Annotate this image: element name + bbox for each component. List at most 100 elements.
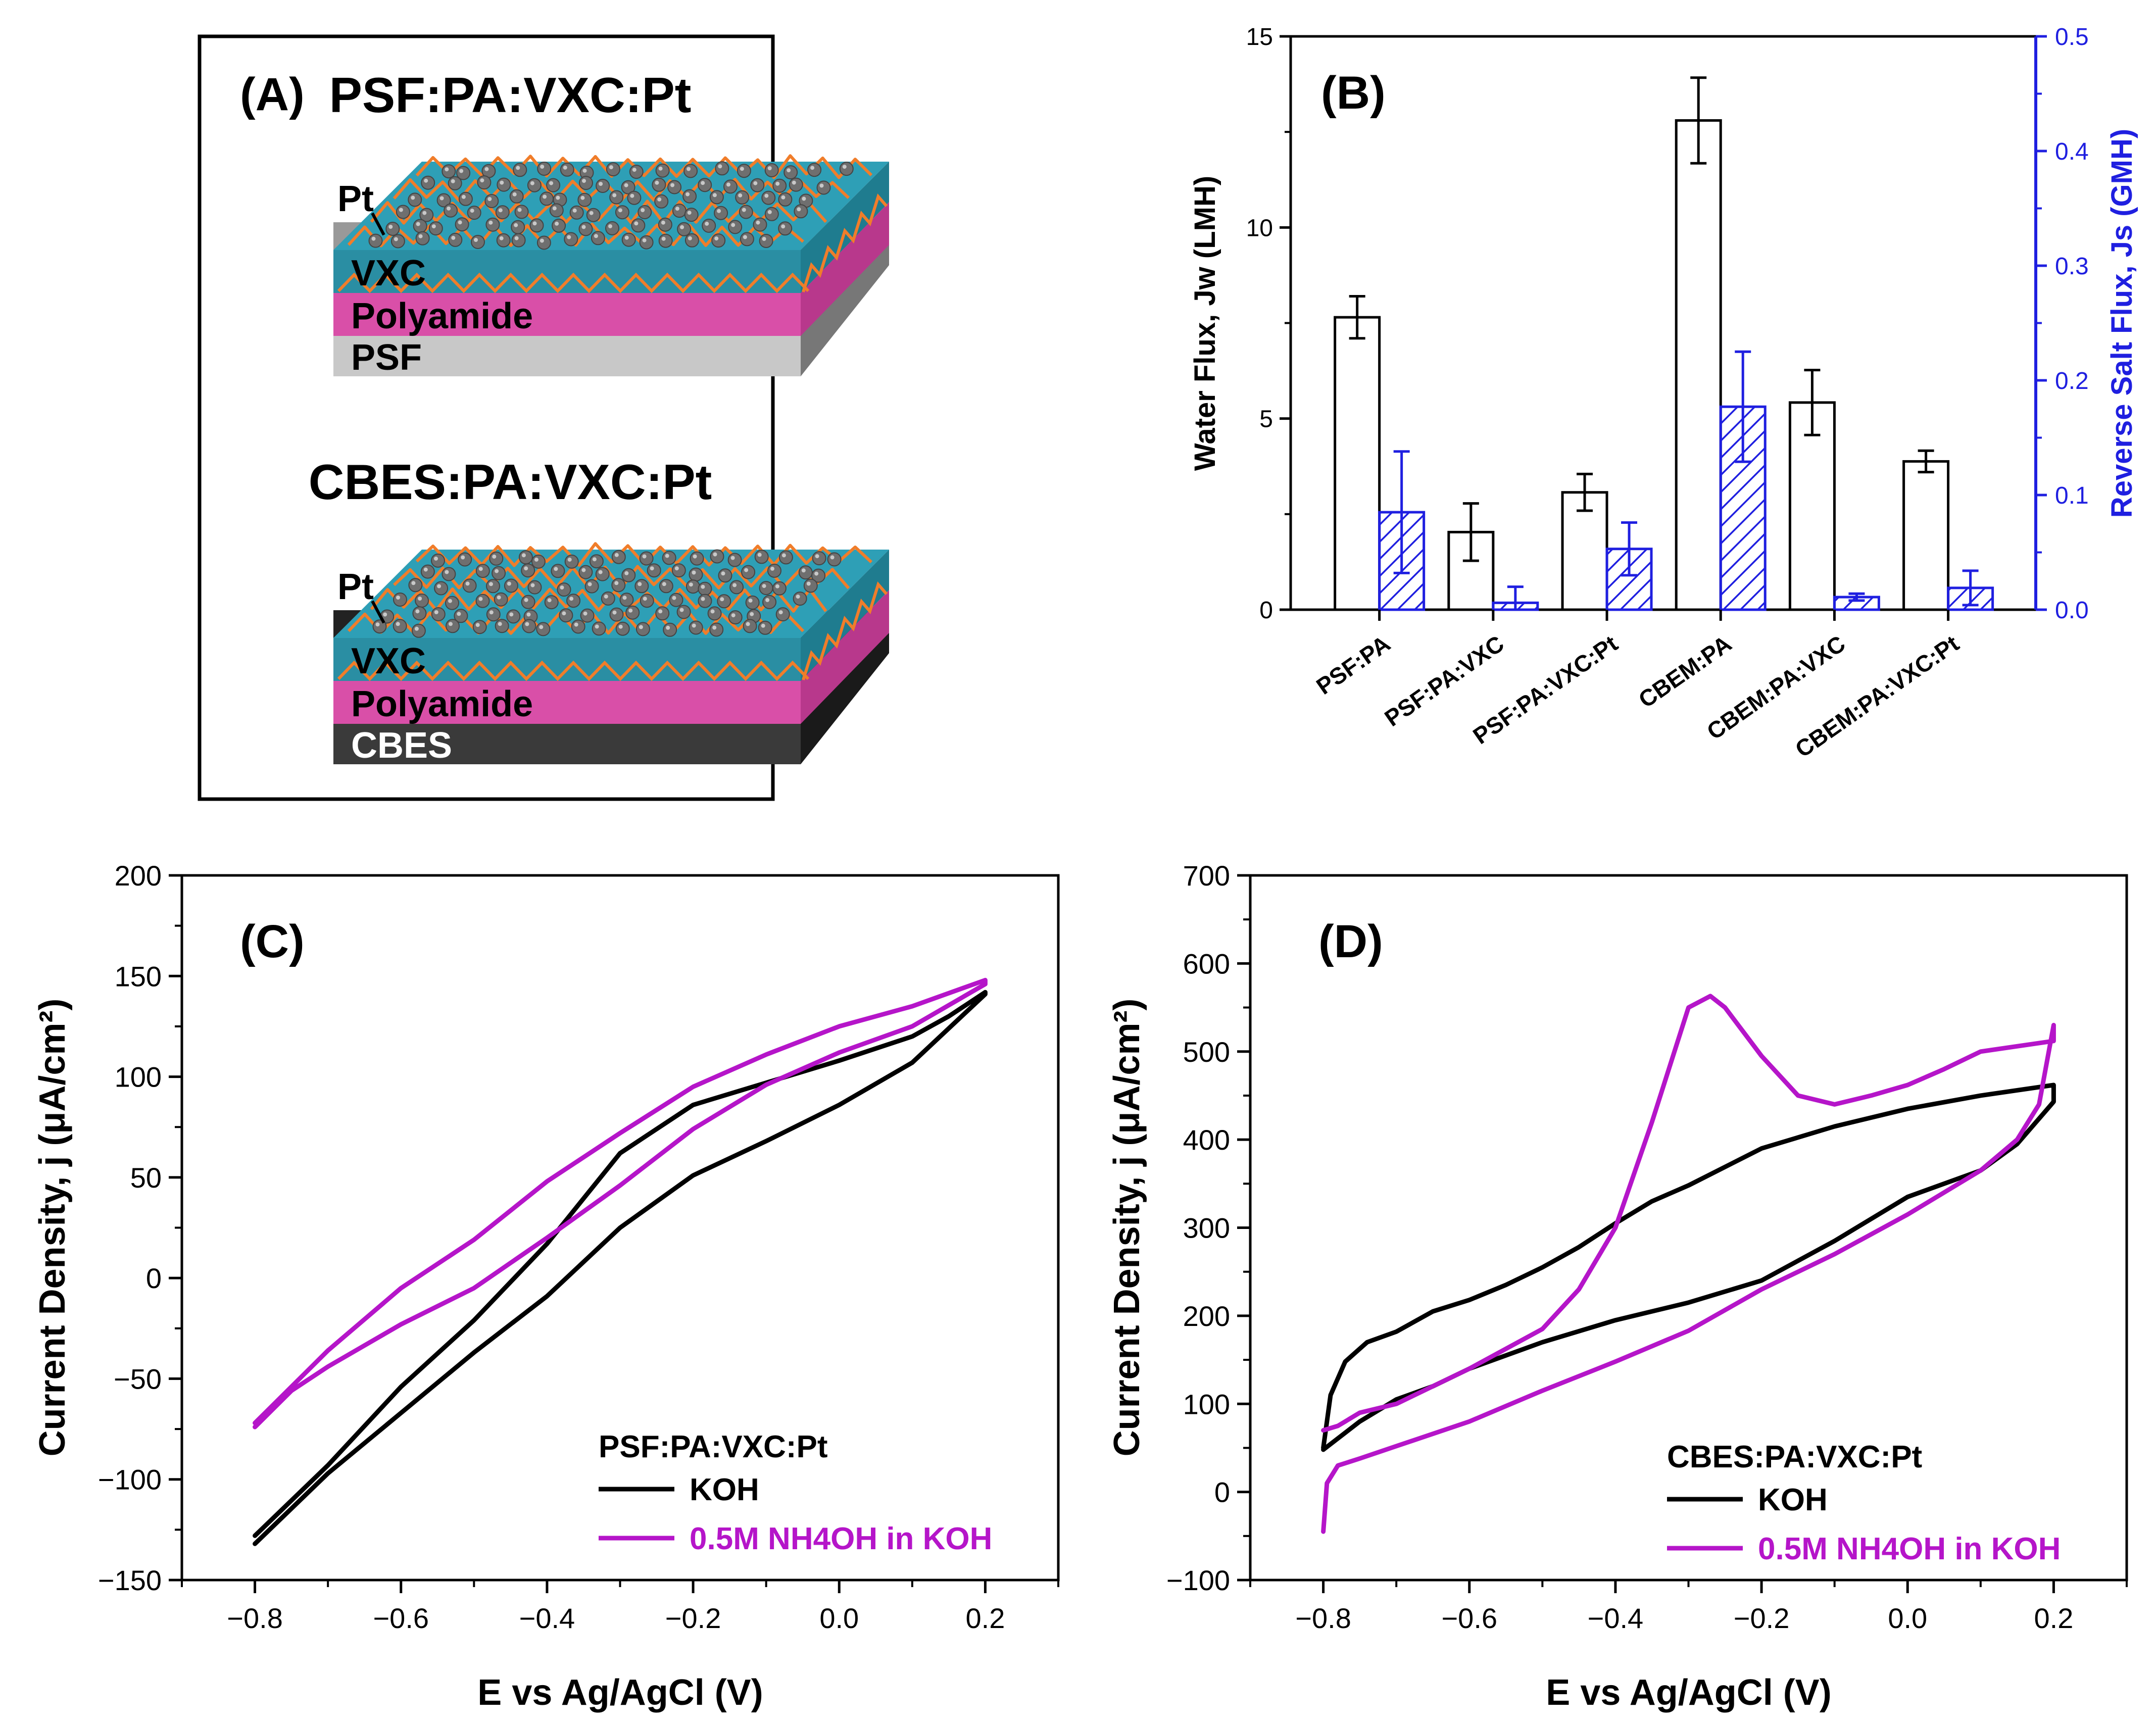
y-tick-label: 600 (1183, 948, 1230, 979)
pt-particle-highlight (655, 180, 659, 185)
pt-particle-highlight (434, 556, 438, 561)
pt-particle (552, 218, 566, 233)
pt-particle-highlight (692, 570, 696, 575)
x-axis-ticks: −0.8 −0.6 −0.4 −0.2 0.0 0.2 (181, 1580, 1059, 1634)
pt-particle (586, 208, 601, 222)
pt-particle (689, 620, 703, 635)
pt-particle-highlight (411, 581, 416, 585)
pt-particle (759, 581, 773, 596)
pt-particle-highlight (495, 569, 499, 573)
pt-particle-highlight (451, 179, 455, 183)
pt-particle (639, 551, 654, 566)
pt-particle-highlight (525, 622, 529, 626)
pt-particle (654, 194, 669, 209)
pt-particle-highlight (685, 192, 690, 196)
pt-particle (812, 551, 826, 566)
pt-particle (442, 567, 456, 581)
pt-particle (743, 619, 757, 633)
polyamide-layer-front (333, 293, 801, 336)
pt-particle (647, 563, 661, 578)
pt-particle-highlight (608, 224, 612, 228)
pt-particle-highlight (810, 166, 815, 170)
pt-particle-highlight (688, 236, 692, 240)
pt-particle (611, 550, 626, 564)
x-tick-label: −0.6 (1441, 1602, 1497, 1634)
pt-particle (764, 163, 779, 177)
pt-particle-highlight (756, 220, 760, 225)
pt-particle-highlight (445, 167, 449, 172)
pt-particle (655, 606, 670, 621)
pt-particle-highlight (744, 568, 749, 572)
pt-particle-highlight (624, 183, 628, 187)
pt-particle (698, 581, 712, 596)
y2-tick-label: 0.3 (2055, 253, 2089, 280)
pt-particle (521, 595, 535, 609)
pt-particle-highlight (470, 209, 474, 213)
pt-particle (772, 581, 787, 596)
pt-particle (595, 567, 610, 581)
pt-particle-highlight (526, 612, 531, 617)
pt-particle-highlight (451, 235, 456, 240)
pt-particle (489, 551, 504, 566)
legend-title: CBES:PA:VXC:Pt (1667, 1440, 1922, 1474)
pt-particle (557, 582, 571, 597)
pt-particle-highlight (712, 193, 717, 198)
pt-particle-highlight (517, 208, 522, 212)
pt-particle (506, 609, 521, 624)
pt-particle-highlight (830, 555, 835, 560)
pt-particle-highlight (657, 197, 662, 202)
pt-particle (486, 607, 501, 622)
stack-title: CBES:PA:VXC:Pt (309, 454, 712, 510)
y-axis-ticks: −100 0 100 200 300 400 500 600 700 (1166, 860, 1250, 1596)
pt-particle (549, 203, 564, 218)
pt-particle (492, 566, 506, 580)
layer-label-polyamide: Polyamide (351, 684, 533, 724)
y-axis-ticks: 0 5 10 15 (1246, 24, 1291, 624)
pt-particle-highlight (582, 168, 587, 173)
layer-label-pt: Pt (337, 567, 374, 607)
pt-particle-highlight (701, 584, 705, 589)
pt-particle (789, 177, 803, 192)
legend-entry-koh: KOH (690, 1472, 759, 1507)
pt-particle-highlight (721, 571, 725, 576)
pt-particle-highlight (396, 622, 400, 626)
pt-particle-highlight (692, 623, 696, 628)
stack-graphic: Pt VXC Polyamide CBES (333, 542, 889, 766)
pt-particle-highlight (562, 611, 566, 616)
pt-particle-highlight (765, 598, 770, 602)
stack-cbes: CBES:PA:VXC:Pt Pt VXC Polyamide CBES (309, 454, 889, 766)
pt-particle (798, 565, 813, 580)
pt-particle (458, 191, 473, 206)
pt-particle (778, 221, 793, 236)
pt-particle (762, 595, 777, 609)
pt-particle-highlight (434, 610, 438, 614)
pt-particle-highlight (514, 236, 519, 240)
pt-particle-highlight (497, 595, 501, 600)
pt-particle (683, 164, 698, 178)
pt-particle-highlight (764, 193, 769, 198)
pt-particle-highlight (738, 193, 743, 198)
pt-particle-highlight (622, 596, 627, 600)
pt-particle (682, 189, 697, 204)
pt-particle-highlight (587, 582, 592, 586)
y2-tick-label: 0.1 (2055, 482, 2089, 509)
y-tick-label: 100 (1183, 1388, 1230, 1420)
pt-particle-highlight (516, 166, 520, 170)
pt-particle-highlight (801, 568, 806, 573)
pt-particle (591, 231, 605, 245)
pt-particle-highlight (624, 235, 629, 240)
pt-particle-highlight (487, 197, 492, 201)
pt-particle (577, 192, 592, 207)
pt-particle-highlight (524, 566, 528, 571)
pt-pointer (371, 600, 385, 624)
pt-particle (448, 232, 463, 247)
pt-particle-highlight (609, 165, 613, 170)
pt-particle-highlight (762, 237, 766, 241)
pt-particle-highlight (767, 166, 772, 170)
pt-particle-highlight (411, 195, 415, 200)
pt-particle-highlight (680, 225, 684, 229)
y2-axis-ticks: 0.0 0.1 0.2 0.3 0.4 0.5 (2034, 24, 2089, 624)
pt-particle (592, 621, 606, 636)
pt-particle (564, 232, 578, 247)
pt-particle (448, 176, 462, 190)
